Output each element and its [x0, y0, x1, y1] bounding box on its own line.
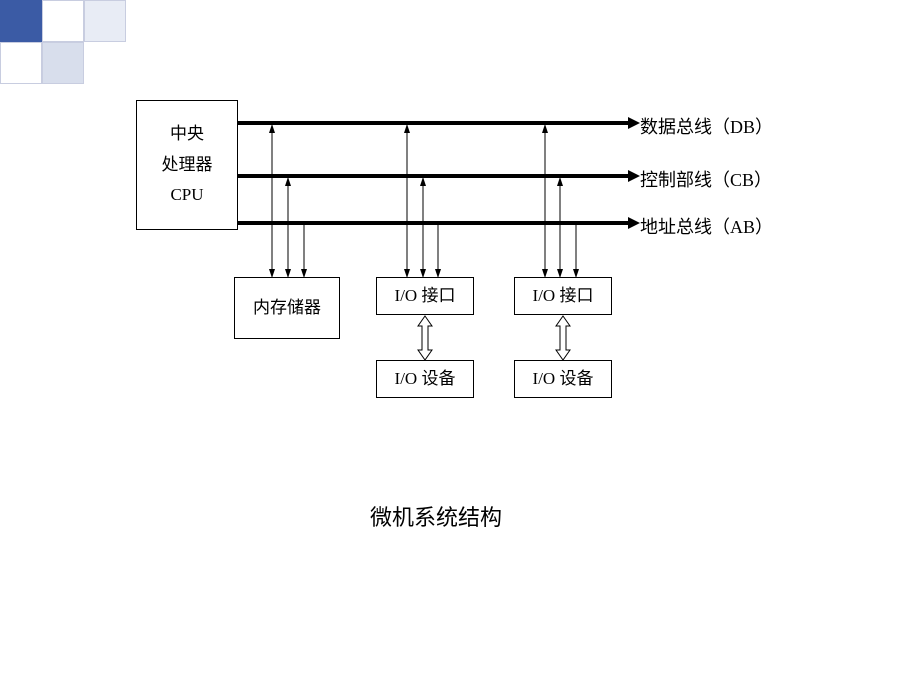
hollow-arrow-2 — [556, 316, 570, 360]
io-interface-2-box: I/O 接口 — [514, 277, 612, 315]
io-device-2-box: I/O 设备 — [514, 360, 612, 398]
control-bus-arrowhead — [628, 170, 640, 182]
cpu-line-1: 处理器 — [162, 150, 213, 181]
io-interface-1-label: I/O 接口 — [395, 281, 456, 312]
io-interface-2-label: I/O 接口 — [533, 281, 594, 312]
control-bus-label: 控制部线（CB） — [640, 166, 772, 192]
io-device-1-label: I/O 设备 — [395, 364, 456, 395]
cpu-line-0: 中央 — [170, 119, 204, 150]
address-bus-label: 地址总线（AB） — [640, 213, 773, 239]
io-device-2-label: I/O 设备 — [533, 364, 594, 395]
hollow-arrow-1 — [418, 316, 432, 360]
diagram-title: 微机系统结构 — [370, 500, 502, 532]
io-interface-1-box: I/O 接口 — [376, 277, 474, 315]
control-bus-line — [238, 174, 628, 178]
cpu-box: 中央 处理器 CPU — [136, 100, 238, 230]
data-bus-label: 数据总线（DB） — [640, 113, 773, 139]
data-bus-arrowhead — [628, 117, 640, 129]
cpu-line-2: CPU — [170, 180, 203, 211]
data-bus-line — [238, 121, 628, 125]
memory-box: 内存储器 — [234, 277, 340, 339]
system-diagram: 中央 处理器 CPU 内存储器 I/O 接口 I/O 接口 I/O 设备 I/O… — [0, 0, 920, 690]
address-bus-arrowhead — [628, 217, 640, 229]
address-bus-line — [238, 221, 628, 225]
memory-label: 内存储器 — [253, 293, 321, 324]
io-device-1-box: I/O 设备 — [376, 360, 474, 398]
